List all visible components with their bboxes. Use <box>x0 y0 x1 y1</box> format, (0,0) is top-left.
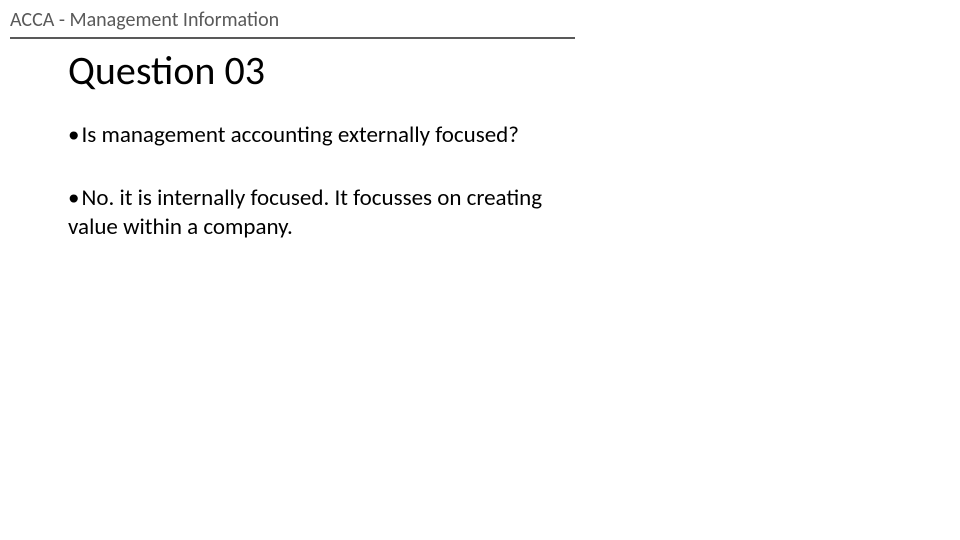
bullet-item: No. it is internally focused. It focusse… <box>68 184 570 242</box>
slide-container: ACCA - Management Information Question 0… <box>0 0 960 540</box>
bullet-list: Is management accounting externally focu… <box>68 121 570 241</box>
slide-header: ACCA - Management Information <box>10 8 950 35</box>
bullet-item: Is management accounting externally focu… <box>68 121 570 150</box>
question-title: Question 03 <box>68 49 570 93</box>
content-area: Question 03 Is management accounting ext… <box>10 39 570 241</box>
